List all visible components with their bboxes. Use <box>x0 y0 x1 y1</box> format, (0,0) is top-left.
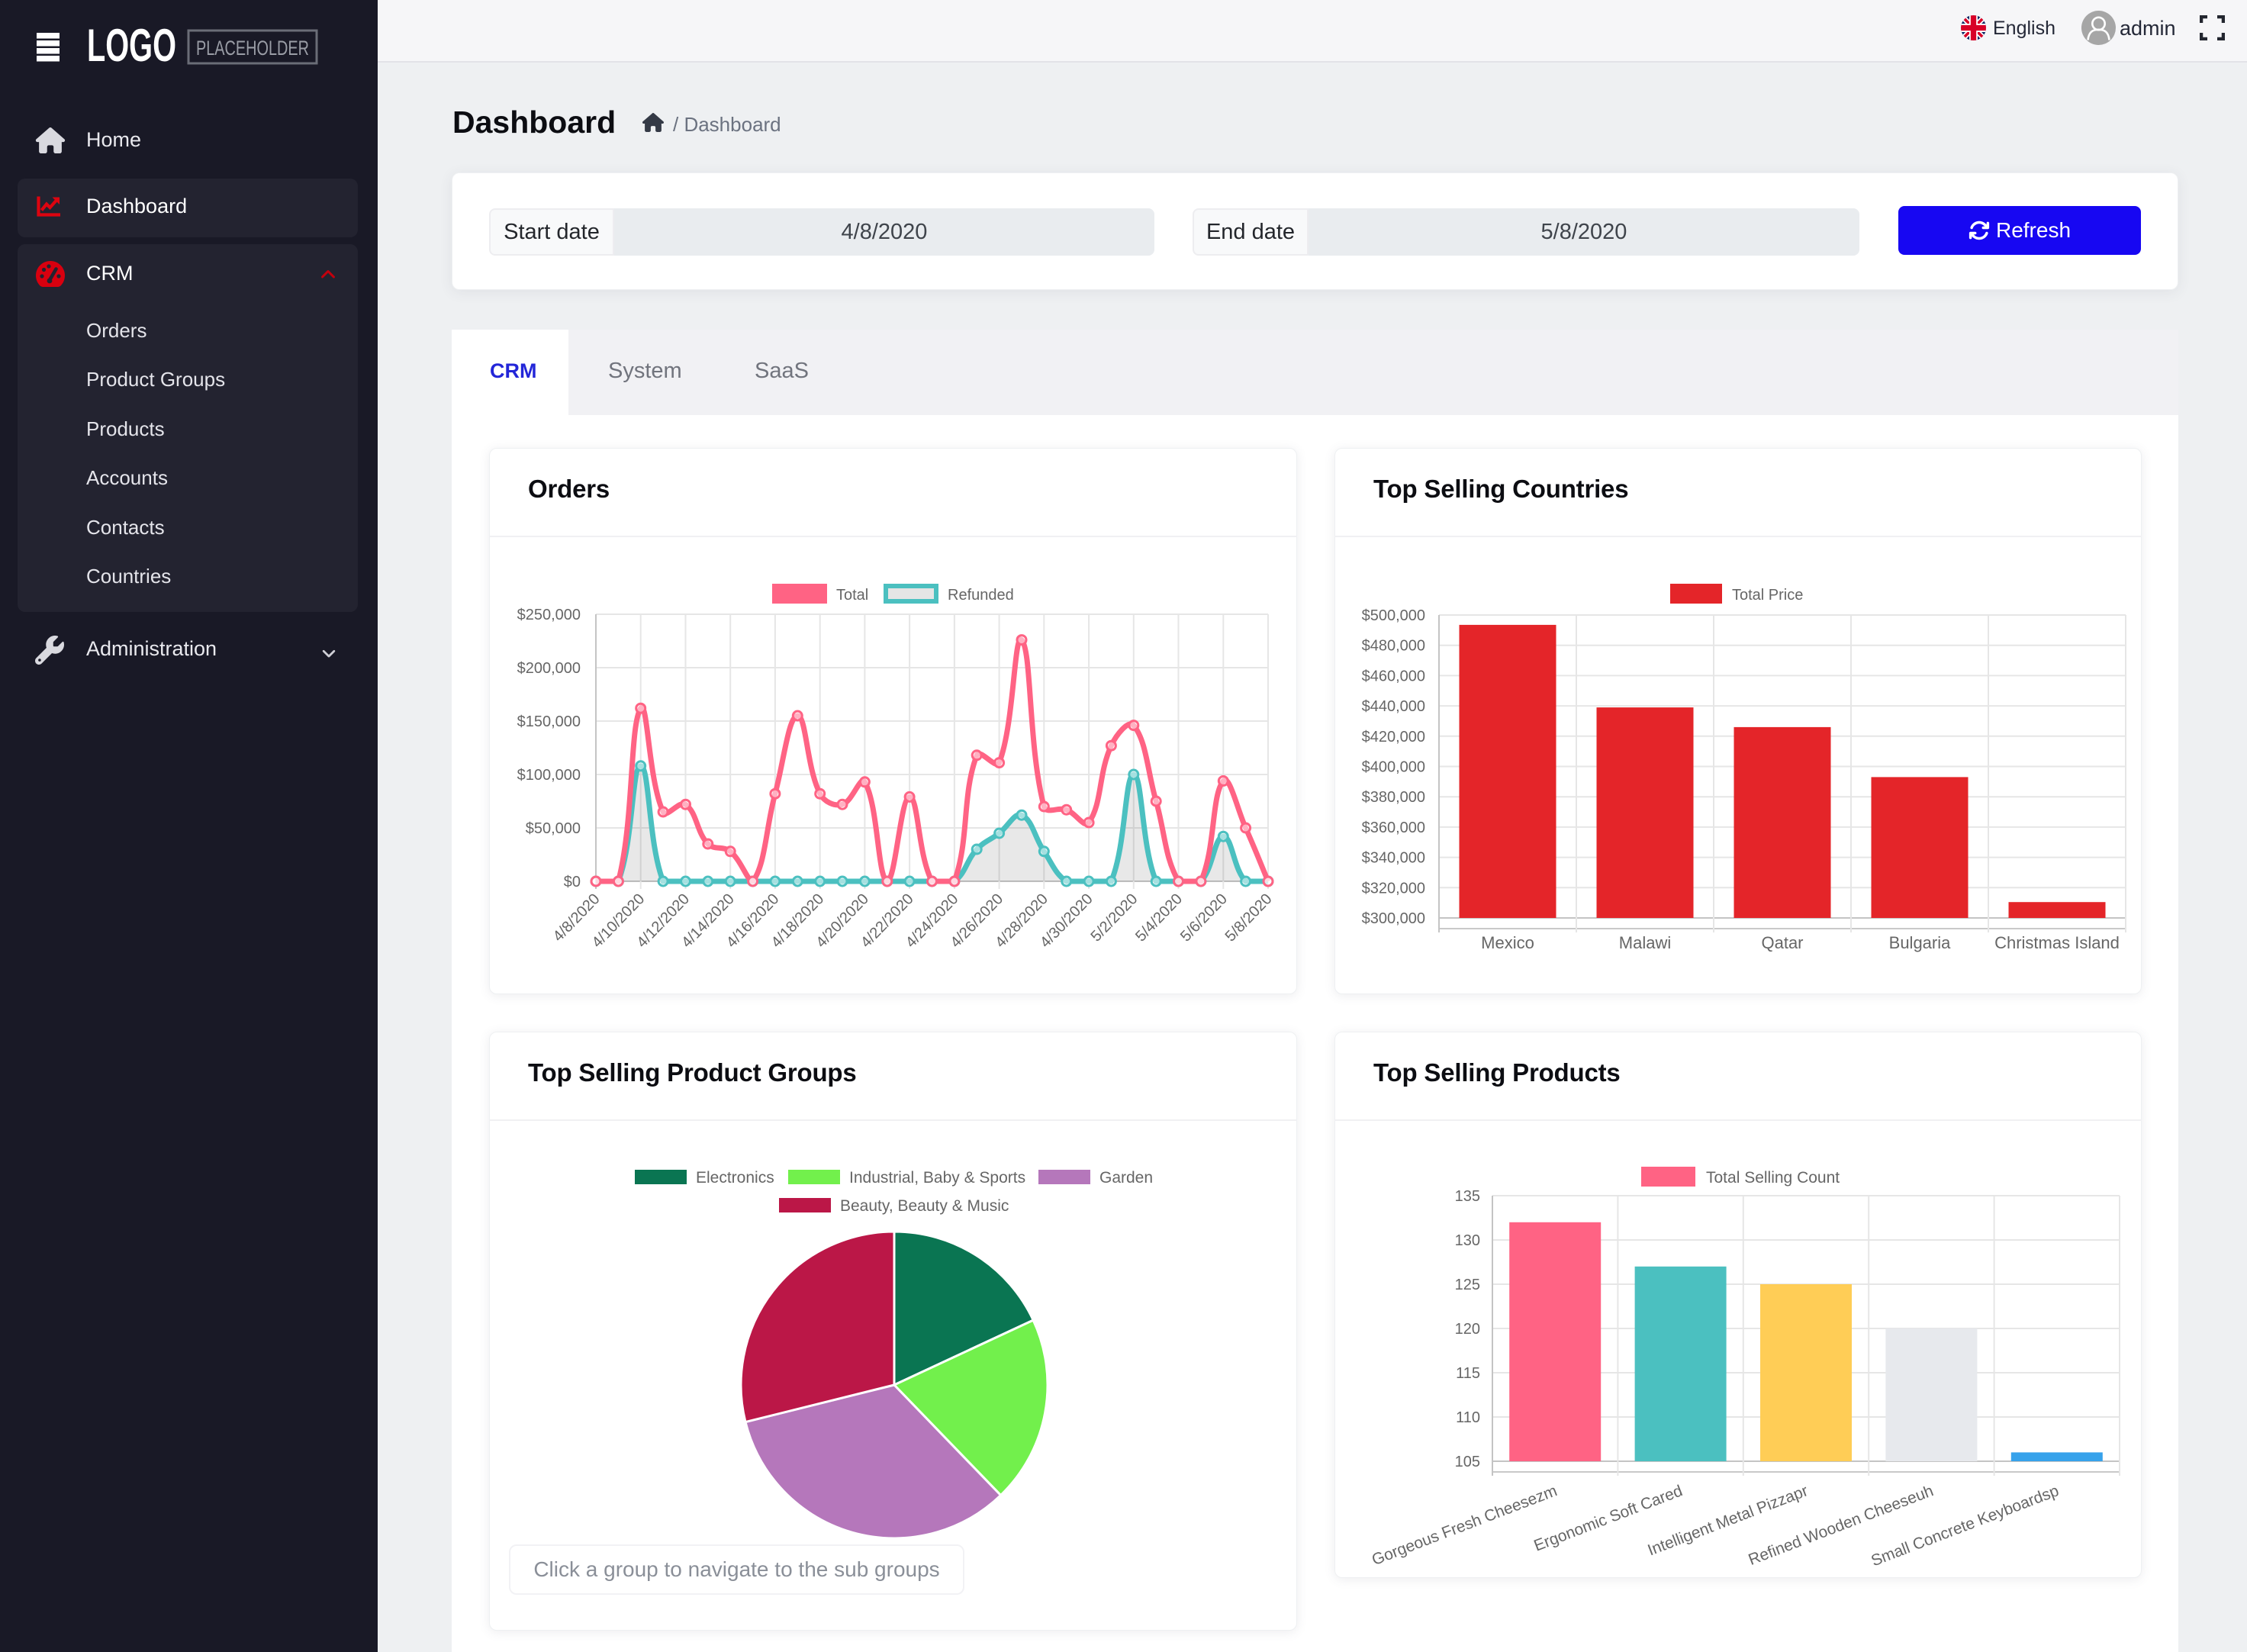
svg-text:Beauty, Beauty & Music: Beauty, Beauty & Music <box>840 1197 1009 1215</box>
svg-text:$50,000: $50,000 <box>526 820 581 837</box>
svg-text:5/6/2020: 5/6/2020 <box>1177 890 1231 945</box>
svg-text:$440,000: $440,000 <box>1362 698 1425 715</box>
svg-text:$360,000: $360,000 <box>1362 820 1425 836</box>
svg-text:PLACEHOLDER: PLACEHOLDER <box>196 37 309 60</box>
svg-text:110: 110 <box>1456 1409 1480 1426</box>
svg-text:$460,000: $460,000 <box>1362 668 1425 684</box>
svg-text:$480,000: $480,000 <box>1362 638 1425 655</box>
svg-text:$200,000: $200,000 <box>517 660 581 677</box>
svg-text:135: 135 <box>1455 1188 1480 1205</box>
svg-text:$420,000: $420,000 <box>1362 729 1425 745</box>
svg-text:115: 115 <box>1456 1365 1480 1382</box>
svg-text:$380,000: $380,000 <box>1362 789 1425 806</box>
svg-text:$500,000: $500,000 <box>1362 607 1425 624</box>
svg-text:5/2/2020: 5/2/2020 <box>1087 890 1141 945</box>
svg-text:Christmas Island: Christmas Island <box>1994 933 2120 952</box>
svg-text:$320,000: $320,000 <box>1362 880 1425 897</box>
svg-text:120: 120 <box>1455 1321 1480 1338</box>
svg-text:$340,000: $340,000 <box>1362 850 1425 867</box>
svg-text:125: 125 <box>1455 1277 1480 1293</box>
svg-text:$300,000: $300,000 <box>1362 910 1425 927</box>
svg-text:$150,000: $150,000 <box>517 713 581 730</box>
svg-text:Mexico: Mexico <box>1481 933 1534 952</box>
svg-text:Electronics: Electronics <box>696 1169 774 1187</box>
svg-text:$400,000: $400,000 <box>1362 759 1425 776</box>
svg-text:Total Price: Total Price <box>1732 587 1803 604</box>
svg-text:Total Selling Count: Total Selling Count <box>1706 1169 1840 1187</box>
svg-text:5/8/2020: 5/8/2020 <box>1222 890 1276 945</box>
svg-text:LOGO: LOGO <box>87 23 176 66</box>
svg-text:Bulgaria: Bulgaria <box>1889 933 1951 952</box>
svg-text:130: 130 <box>1455 1232 1480 1249</box>
svg-text:$100,000: $100,000 <box>517 767 581 784</box>
svg-text:Gorgeous Fresh Cheesezm: Gorgeous Fresh Cheesezm <box>1370 1482 1560 1569</box>
svg-text:5/4/2020: 5/4/2020 <box>1132 890 1186 945</box>
svg-text:Garden: Garden <box>1099 1169 1153 1187</box>
svg-text:$250,000: $250,000 <box>517 607 581 623</box>
svg-text:105: 105 <box>1455 1454 1480 1470</box>
svg-text:Industrial, Baby & Sports: Industrial, Baby & Sports <box>849 1169 1025 1187</box>
svg-text:Qatar: Qatar <box>1761 933 1803 952</box>
svg-text:$0: $0 <box>564 874 581 890</box>
svg-text:Refunded: Refunded <box>948 587 1014 604</box>
svg-text:Total: Total <box>836 587 868 604</box>
svg-text:Malawi: Malawi <box>1619 933 1671 952</box>
